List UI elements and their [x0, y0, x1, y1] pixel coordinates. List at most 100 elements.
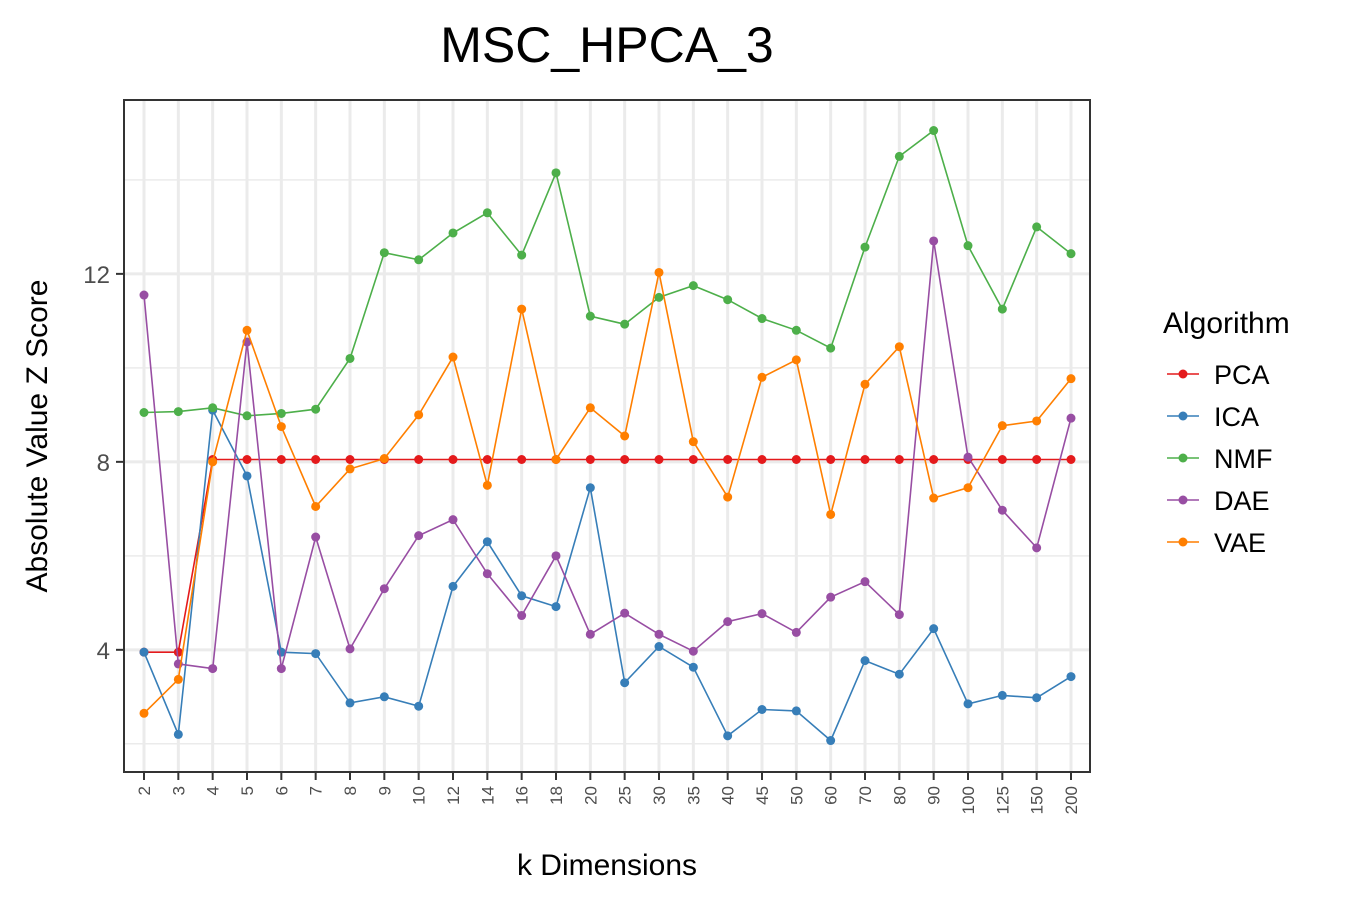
data-point-pca [860, 454, 870, 464]
data-point-vae [345, 464, 355, 474]
data-point-dae [620, 608, 630, 618]
data-point-ica [482, 537, 492, 547]
data-point-nmf [482, 208, 492, 218]
data-point-dae [894, 610, 904, 620]
data-point-dae [963, 452, 973, 462]
data-point-ica [1066, 672, 1076, 682]
data-point-nmf [791, 325, 801, 335]
data-point-ica [173, 729, 183, 739]
data-point-dae [208, 664, 218, 674]
data-point-ica [997, 690, 1007, 700]
x-tick-label: 3 [169, 786, 188, 795]
data-point-vae [1066, 374, 1076, 384]
data-point-dae [757, 609, 767, 619]
x-tick-label: 14 [478, 786, 497, 805]
legend-label: DAE [1214, 486, 1270, 516]
data-point-vae [482, 480, 492, 490]
data-point-ica [414, 701, 424, 711]
data-point-nmf [551, 168, 561, 178]
data-point-pca [242, 454, 252, 464]
x-tick-label: 25 [616, 786, 635, 805]
data-point-nmf [860, 242, 870, 252]
legend-key-point [1178, 369, 1188, 379]
data-point-vae [414, 410, 424, 420]
legend-key-point [1178, 411, 1188, 421]
data-point-pca [997, 454, 1007, 464]
data-point-dae [311, 532, 321, 542]
y-tick-label: 4 [97, 638, 110, 665]
data-point-dae [860, 577, 870, 587]
data-point-ica [448, 581, 458, 591]
data-point-dae [276, 664, 286, 674]
data-point-nmf [757, 314, 767, 324]
x-tick-label: 9 [375, 786, 394, 795]
data-point-vae [208, 457, 218, 467]
data-point-nmf [997, 304, 1007, 314]
data-point-ica [860, 656, 870, 666]
data-point-dae [448, 515, 458, 525]
legend-key-point [1178, 537, 1188, 547]
data-point-vae [517, 304, 527, 314]
data-point-nmf [929, 126, 939, 136]
data-point-dae [414, 531, 424, 541]
legend: Algorithm PCA ICA NMF DAE VAE [1163, 307, 1290, 558]
data-point-vae [173, 674, 183, 684]
data-point-vae [448, 352, 458, 362]
data-point-pca [517, 454, 527, 464]
data-point-nmf [139, 408, 149, 418]
data-point-vae [276, 422, 286, 432]
data-point-ica [963, 699, 973, 709]
x-tick-label: 90 [925, 786, 944, 805]
data-point-pca [414, 454, 424, 464]
data-point-nmf [620, 319, 630, 329]
data-point-vae [654, 267, 664, 277]
x-tick-label: 40 [719, 786, 738, 805]
data-point-pca [688, 454, 698, 464]
data-point-nmf [585, 311, 595, 321]
x-tick-label: 80 [890, 786, 909, 805]
x-tick-label: 2 [135, 786, 154, 795]
data-point-nmf [688, 281, 698, 291]
data-point-ica [894, 669, 904, 679]
data-point-nmf [414, 255, 424, 265]
legend-title: Algorithm [1163, 307, 1290, 340]
data-point-vae [929, 493, 939, 503]
data-point-dae [482, 569, 492, 579]
series-line-dae [143, 240, 1072, 670]
data-point-nmf [311, 404, 321, 414]
data-point-dae [826, 592, 836, 602]
x-tick-label: 100 [959, 786, 978, 814]
plot-panel [124, 100, 1090, 772]
data-point-nmf [894, 151, 904, 161]
data-point-pca [654, 454, 664, 464]
data-point-dae [345, 644, 355, 654]
x-tick-label: 50 [787, 786, 806, 805]
data-point-ica [654, 642, 664, 652]
x-tick-label: 35 [684, 786, 703, 805]
data-point-vae [826, 509, 836, 519]
data-point-vae [139, 708, 149, 718]
data-point-pca [620, 454, 630, 464]
data-point-ica [791, 706, 801, 716]
data-point-ica [311, 649, 321, 659]
data-point-pca [757, 454, 767, 464]
data-point-nmf [723, 295, 733, 305]
x-tick-label: 12 [444, 786, 463, 805]
data-point-pca [311, 454, 321, 464]
x-tick-label: 4 [204, 786, 223, 795]
plot-border [123, 99, 1091, 773]
x-axis-title: k Dimensions [517, 849, 697, 882]
data-point-ica [688, 662, 698, 672]
data-point-vae [379, 454, 389, 464]
legend-key-point [1178, 495, 1188, 505]
legend-label: PCA [1214, 360, 1270, 390]
data-point-pca [791, 454, 801, 464]
x-tick-label: 60 [822, 786, 841, 805]
x-tick-label: 200 [1062, 786, 1081, 814]
series-line-ica [143, 407, 1072, 742]
data-point-ica [585, 483, 595, 493]
data-point-vae [311, 501, 321, 511]
data-point-pca [482, 454, 492, 464]
